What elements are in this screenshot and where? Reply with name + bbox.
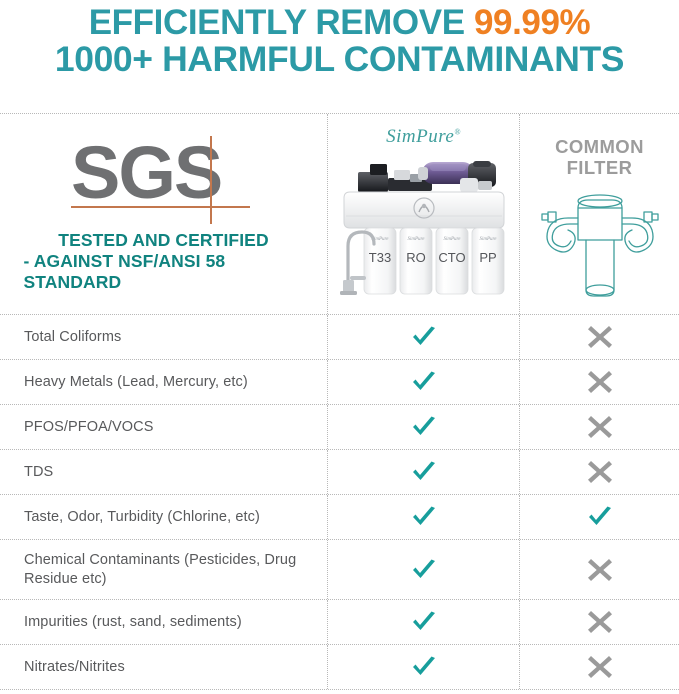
simpure-mark-cell: [328, 645, 520, 689]
check-icon: [412, 656, 435, 675]
simpure-mark-cell: [328, 540, 520, 599]
svg-text:SimPure: SimPure: [407, 237, 425, 242]
row-label-cell: TDS: [0, 450, 328, 494]
common-filter-mark-cell: [520, 405, 679, 449]
simpure-brand-name: SimPure: [386, 126, 455, 147]
common-filter-mark-cell: [520, 360, 679, 404]
svg-text:RO: RO: [406, 250, 426, 265]
cross-icon: [587, 461, 612, 483]
cross-icon: [587, 611, 612, 633]
headline-banner: EFFICIENTLY REMOVE 99.99% 1000+ HARMFUL …: [0, 0, 679, 79]
svg-text:SimPure: SimPure: [371, 237, 389, 242]
sgs-caption-line-1: TESTED AND CERTIFIED: [58, 229, 269, 250]
common-filter-mark-cell: [520, 315, 679, 359]
common-filter-icon: [540, 194, 659, 297]
row-label-cell: Nitrates/Nitrites: [0, 645, 328, 689]
common-filter-mark-cell: [520, 600, 679, 644]
common-filter-mark-cell: [520, 450, 679, 494]
cross-icon: [587, 558, 612, 581]
contaminant-label: Total Coliforms: [24, 328, 122, 345]
sgs-certification-cell: SGS TESTED AND CERTIFIED - AGAINST NSF/A…: [0, 114, 328, 314]
check-icon: [412, 371, 435, 390]
row-label-cell: Taste, Odor, Turbidity (Chlorine, etc): [0, 495, 328, 539]
table-row: Nitrates/Nitrites: [0, 645, 679, 690]
svg-text:SimPure: SimPure: [479, 237, 497, 242]
headline-line-2: 1000+ HARMFUL CONTAMINANTS: [54, 39, 625, 80]
row-label-cell: Chemical Contaminants (Pesticides, Drug …: [0, 540, 328, 599]
headline-line-1: EFFICIENTLY REMOVE 99.99%: [0, 4, 679, 41]
contaminant-label: Impurities (rust, sand, sediments): [24, 613, 242, 630]
sgs-logo-text: SGS: [71, 130, 223, 214]
simpure-mark-cell: [328, 360, 520, 404]
common-filter-mark-cell: [520, 540, 679, 599]
simpure-product-cell: SimPure®: [328, 114, 520, 314]
svg-text:CTO: CTO: [438, 250, 465, 265]
row-label-cell: Heavy Metals (Lead, Mercury, etc): [0, 360, 328, 404]
svg-text:T33: T33: [368, 250, 390, 265]
check-icon: [412, 416, 435, 435]
row-label-cell: PFOS/PFOA/VOCS: [0, 405, 328, 449]
sgs-caption: TESTED AND CERTIFIED - AGAINST NSF/ANSI …: [14, 230, 314, 293]
cross-icon: [587, 656, 612, 678]
sgs-logo-horizontal-rule: [71, 206, 250, 208]
common-filter-mark-cell: [520, 645, 679, 689]
row-label-cell: Impurities (rust, sand, sediments): [0, 600, 328, 644]
row-label-cell: Total Coliforms: [0, 315, 328, 359]
table-row: TDS: [0, 450, 679, 495]
check-icon: [412, 559, 435, 578]
contaminant-label: Taste, Odor, Turbidity (Chlorine, etc): [24, 508, 260, 525]
contaminant-label: TDS: [24, 463, 54, 480]
simpure-mark-cell: [328, 600, 520, 644]
contaminant-label: PFOS/PFOA/VOCS: [24, 418, 154, 435]
sgs-logo: SGS: [71, 133, 256, 224]
simpure-mark-cell: [328, 315, 520, 359]
check-icon: [412, 326, 435, 345]
contaminant-label: Chemical Contaminants (Pesticides, Drug …: [24, 551, 297, 587]
check-icon: [588, 506, 611, 525]
headline-line-1-text: EFFICIENTLY REMOVE: [88, 3, 474, 42]
simpure-ro-system-image: T33 SimPure RO SimPure CTO SimPure PP Si…: [339, 161, 504, 295]
table-row: PFOS/PFOA/VOCS: [0, 405, 679, 450]
common-filter-mark-cell: [520, 495, 679, 539]
simpure-mark-cell: [328, 450, 520, 494]
sgs-logo-vertical-rule: [210, 135, 212, 224]
table-row: Chemical Contaminants (Pesticides, Drug …: [0, 540, 679, 600]
sgs-caption-line-3: STANDARD: [23, 271, 122, 292]
headline-accent-percentage: 99.99%: [473, 3, 591, 42]
comparison-table: SGS TESTED AND CERTIFIED - AGAINST NSF/A…: [0, 113, 679, 694]
common-filter-title-line-1: COMMON: [555, 136, 644, 157]
cross-icon: [587, 416, 612, 438]
contaminant-label: Heavy Metals (Lead, Mercury, etc): [24, 373, 248, 390]
check-icon: [412, 611, 435, 630]
simpure-mark-cell: [328, 405, 520, 449]
cross-icon: [587, 326, 612, 348]
check-icon: [412, 461, 435, 480]
simpure-mark-cell: [328, 495, 520, 539]
svg-text:PP: PP: [479, 250, 496, 265]
table-row: Total Coliforms: [0, 315, 679, 360]
cross-icon: [587, 371, 612, 393]
table-row: Impurities (rust, sand, sediments): [0, 600, 679, 645]
table-row: Taste, Odor, Turbidity (Chlorine, etc): [0, 495, 679, 540]
check-icon: [412, 506, 435, 525]
common-filter-cell: COMMON FILTER: [520, 114, 679, 314]
table-row: Heavy Metals (Lead, Mercury, etc): [0, 360, 679, 405]
svg-text:SimPure: SimPure: [443, 237, 461, 242]
sgs-caption-line-2: - AGAINST NSF/ANSI 58: [23, 250, 226, 271]
table-header-row: SGS TESTED AND CERTIFIED - AGAINST NSF/A…: [0, 114, 679, 315]
common-filter-title-line-2: FILTER: [566, 157, 633, 178]
contaminant-label: Nitrates/Nitrites: [24, 658, 125, 675]
registered-trademark-icon: ®: [454, 127, 461, 137]
common-filter-title: COMMON FILTER: [555, 136, 644, 178]
simpure-brand-logo: SimPure®: [386, 126, 461, 148]
